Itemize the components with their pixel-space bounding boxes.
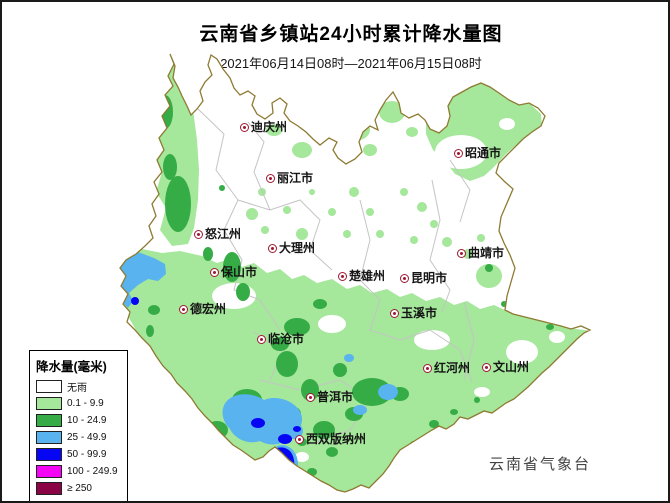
legend-row: 无雨 (36, 378, 121, 395)
city-marker-icon (306, 392, 315, 402)
city-name: 丽江市 (277, 171, 314, 185)
city-name: 玉溪市 (401, 306, 438, 320)
city-label: 丽江市 (266, 172, 313, 184)
city-label: 普洱市 (306, 391, 353, 403)
city-label: 文山州 (482, 361, 529, 373)
city-label: 西双版纳州 (295, 433, 366, 445)
city-marker-icon (338, 271, 347, 281)
legend-range-label: 10 - 24.9 (67, 415, 107, 426)
city-label: 玉溪市 (390, 307, 437, 319)
city-name: 大理州 (279, 241, 316, 255)
city-name: 迪庆州 (251, 120, 288, 134)
legend-range-label: 0.1 - 9.9 (67, 398, 104, 409)
city-marker-icon (423, 363, 432, 373)
city-label: 红河州 (423, 362, 470, 374)
legend-title: 降水量(毫米) (36, 360, 107, 374)
city-marker-icon (268, 243, 277, 253)
city-label: 保山市 (210, 266, 257, 278)
city-marker-icon (240, 122, 249, 132)
legend-row: 50 - 99.9 (36, 446, 121, 463)
city-label: 怒江州 (194, 228, 241, 240)
legend-row: ≥ 250 (36, 480, 121, 497)
legend-range-label: 25 - 49.9 (67, 432, 107, 443)
legend-row: 25 - 49.9 (36, 429, 121, 446)
legend-box: 降水量(毫米) 无雨 0.1 - 9.9 10 - 24.9 25 - 49.9… (29, 350, 128, 501)
city-label: 迪庆州 (240, 121, 287, 133)
city-marker-icon (266, 173, 275, 183)
legend-range-label: ≥ 250 (67, 483, 92, 494)
city-name: 文山州 (493, 360, 530, 374)
city-label: 德宏州 (179, 303, 226, 315)
city-marker-icon (210, 267, 219, 277)
legend-row: 100 - 249.9 (36, 463, 121, 480)
city-marker-icon (390, 308, 399, 318)
page-title: 云南省乡镇站24小时累计降水量图 (199, 24, 503, 45)
legend-color-swatch (36, 465, 62, 478)
city-marker-icon (295, 434, 304, 444)
city-name: 红河州 (434, 361, 471, 375)
city-name: 西双版纳州 (306, 432, 367, 446)
city-name: 保山市 (221, 265, 258, 279)
legend-color-swatch (36, 482, 62, 495)
legend-row: 0.1 - 9.9 (36, 395, 121, 412)
legend-color-swatch (36, 397, 62, 410)
city-marker-icon (400, 273, 409, 283)
legend-color-swatch (36, 380, 62, 393)
city-label: 昭通市 (454, 147, 501, 159)
legend-row: 10 - 24.9 (36, 412, 121, 429)
legend-color-swatch (36, 431, 62, 444)
city-name: 昭通市 (465, 146, 502, 160)
city-label: 曲靖市 (457, 247, 504, 259)
legend-range-label: 100 - 249.9 (67, 466, 118, 477)
city-name: 普洱市 (317, 390, 354, 404)
credit-text: 云南省气象台 (489, 456, 592, 473)
city-marker-icon (194, 229, 203, 239)
city-name: 怒江州 (205, 227, 242, 241)
legend-items: 无雨 0.1 - 9.9 10 - 24.9 25 - 49.9 50 - 99… (36, 378, 121, 497)
city-name: 楚雄州 (349, 269, 386, 283)
legend-range-label: 无雨 (67, 383, 87, 394)
city-name: 曲靖市 (468, 246, 505, 260)
legend-range-label: 50 - 99.9 (67, 449, 107, 460)
city-marker-icon (179, 304, 188, 314)
legend-color-swatch (36, 448, 62, 461)
prefecture-boundaries (197, 108, 475, 445)
city-marker-icon (457, 248, 466, 258)
city-name: 临沧市 (268, 332, 305, 346)
city-label: 大理州 (268, 242, 315, 254)
city-marker-icon (454, 148, 463, 158)
city-label: 昆明市 (400, 272, 447, 284)
city-label: 楚雄州 (338, 270, 385, 282)
city-name: 昆明市 (411, 271, 448, 285)
subtitle-timerange: 2021年06月14日08时—2021年06月15日08时 (220, 56, 482, 71)
city-name: 德宏州 (190, 302, 227, 316)
city-marker-icon (482, 362, 491, 372)
city-label: 临沧市 (257, 333, 304, 345)
city-marker-icon (257, 334, 266, 344)
legend-color-swatch (36, 414, 62, 427)
